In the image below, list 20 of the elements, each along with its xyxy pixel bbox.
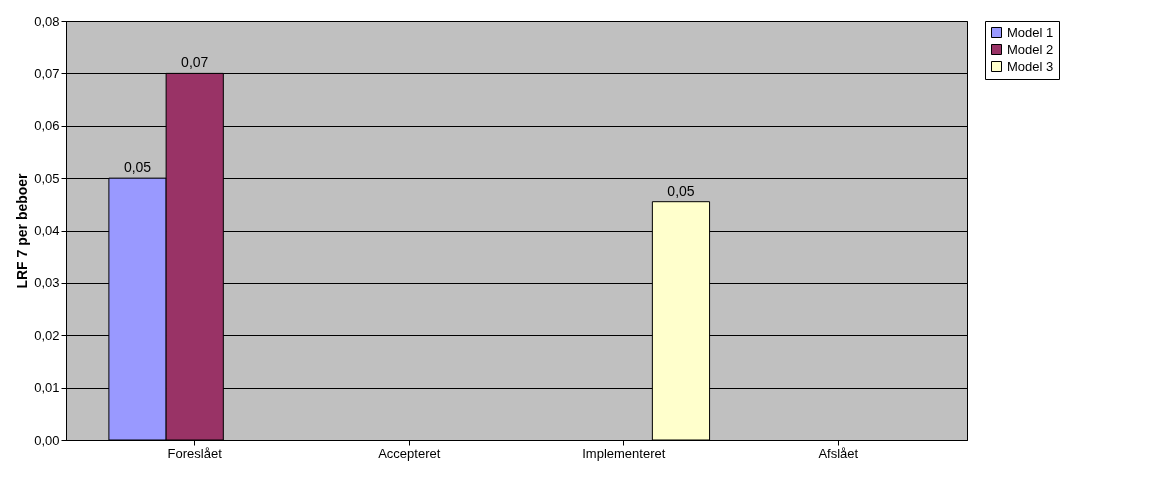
x-tick-label: Afslået — [818, 445, 859, 461]
x-tick-label: Foreslået — [167, 445, 223, 461]
y-tick-label: 0,05 — [34, 170, 60, 186]
legend-label: Model 1 — [1007, 24, 1054, 40]
y-tick-label: 0,07 — [34, 65, 60, 81]
y-tick-label: 0,08 — [34, 13, 60, 29]
y-tick-label: 0,06 — [34, 118, 60, 134]
data-label: 0,07 — [181, 54, 209, 71]
x-tick-label: Accepteret — [378, 445, 441, 461]
y-axis-title: LRF 7 per beboer — [14, 172, 31, 289]
y-tick-label: 0,03 — [34, 275, 60, 291]
x-tick-label: Implementeret — [582, 445, 666, 461]
y-tick-label: 0,04 — [34, 223, 60, 238]
y-tick-label: 0,01 — [34, 380, 60, 396]
data-label: 0,05 — [123, 159, 152, 176]
data-label: 0,05 — [667, 182, 695, 199]
legend-label: Model 3 — [1007, 58, 1054, 74]
y-tick-label: 0,00 — [34, 432, 60, 448]
legend-label: Model 2 — [1007, 41, 1054, 57]
y-tick-label: 0,02 — [34, 327, 60, 343]
